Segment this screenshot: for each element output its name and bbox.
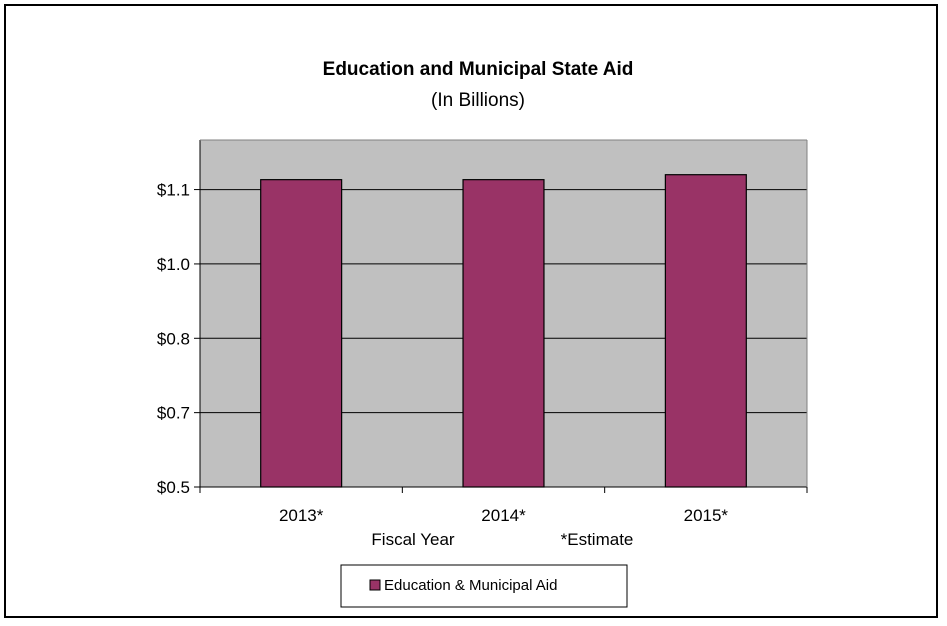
y-tick-label: $0.7	[157, 404, 190, 423]
x-tick-labels: 2013* 2014* 2015*	[279, 506, 728, 525]
y-tick-labels: $0.5 $0.7 $0.8 $1.0 $1.1	[157, 181, 190, 497]
bar	[462, 179, 545, 488]
x-tick-label: 2015*	[684, 506, 729, 525]
y-tick-label: $1.0	[157, 255, 190, 274]
y-tick-label: $0.8	[157, 329, 190, 348]
chart-title: Education and Municipal State Aid	[323, 59, 634, 80]
legend-swatch	[369, 579, 381, 591]
chart-subtitle: (In Billions)	[431, 90, 525, 111]
bar	[260, 179, 343, 488]
legend: Education & Municipal Aid	[340, 564, 628, 608]
bar	[664, 174, 747, 488]
x-tick-label: 2013*	[279, 506, 324, 525]
x-tick-label: 2014*	[481, 506, 526, 525]
legend-label: Education & Municipal Aid	[384, 577, 557, 594]
estimate-note: *Estimate	[561, 530, 634, 549]
x-axis-label: Fiscal Year	[371, 530, 454, 549]
axes	[194, 139, 808, 493]
y-tick-label: $0.5	[157, 478, 190, 497]
legend-box	[340, 564, 628, 608]
bars	[260, 174, 747, 488]
y-tick-label: $1.1	[157, 181, 190, 200]
